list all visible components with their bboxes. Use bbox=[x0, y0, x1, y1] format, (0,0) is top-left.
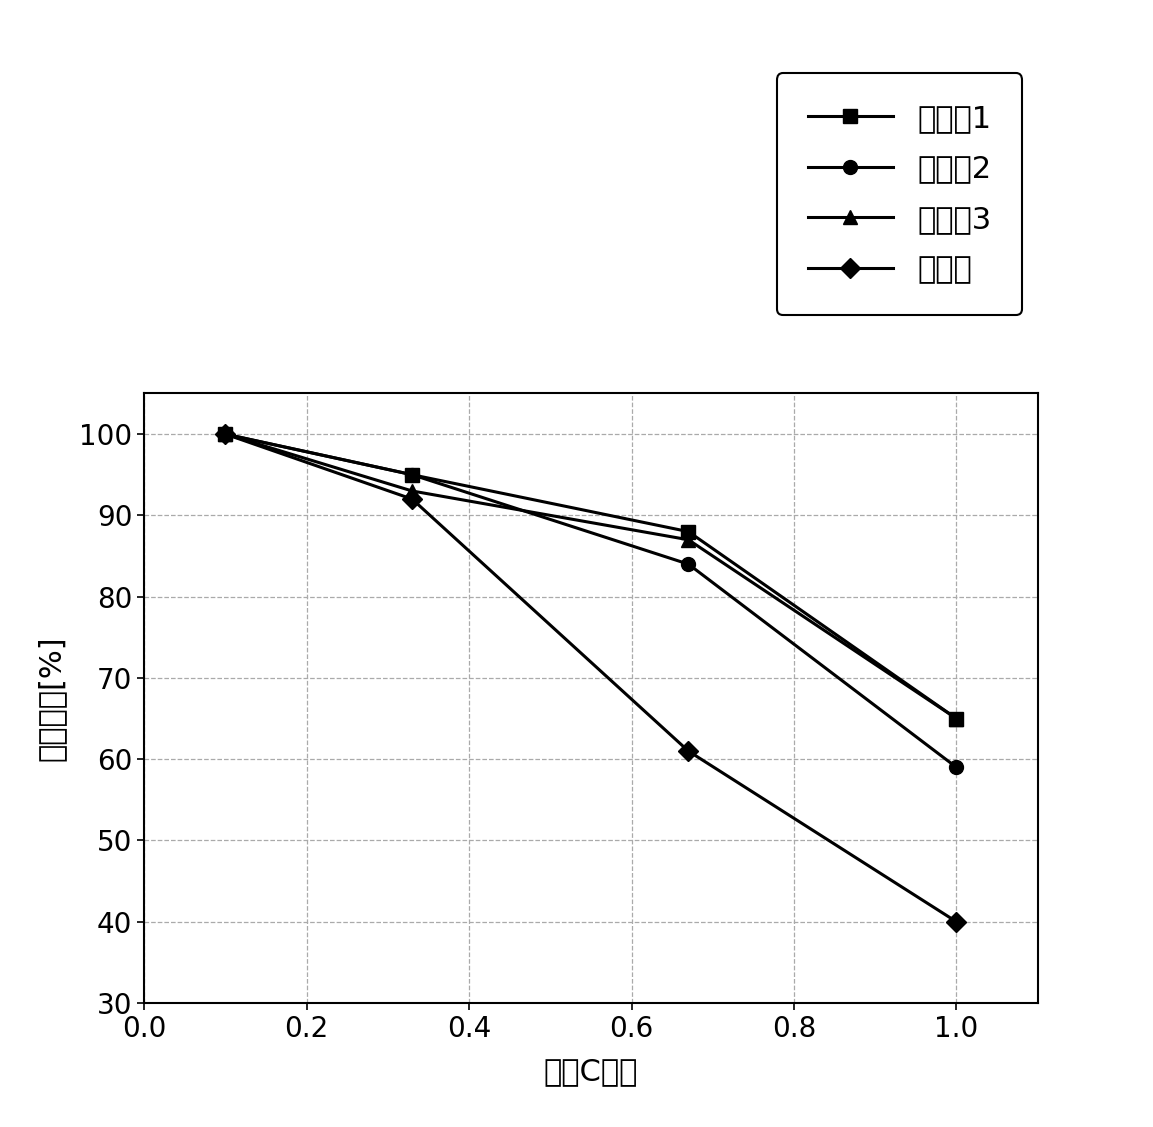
X-axis label: 放电C倍率: 放电C倍率 bbox=[544, 1057, 638, 1085]
实施例1 bbox=[950, 712, 964, 726]
Line: 比较例: 比较例 bbox=[218, 427, 964, 929]
实施例2 bbox=[950, 761, 964, 774]
比较例 bbox=[406, 492, 420, 506]
实施例1 bbox=[681, 525, 695, 539]
实施例2 bbox=[406, 468, 420, 481]
实施例2 bbox=[218, 427, 232, 441]
实施例1 bbox=[406, 468, 420, 481]
Line: 实施例3: 实施例3 bbox=[218, 427, 964, 726]
实施例3 bbox=[681, 533, 695, 547]
Line: 实施例1: 实施例1 bbox=[218, 427, 964, 726]
实施例3 bbox=[406, 485, 420, 498]
实施例1 bbox=[218, 427, 232, 441]
实施例2 bbox=[681, 558, 695, 571]
比较例 bbox=[950, 915, 964, 929]
比较例 bbox=[218, 427, 232, 441]
比较例 bbox=[681, 744, 695, 757]
Line: 实施例2: 实施例2 bbox=[218, 427, 964, 774]
Legend: 实施例1, 实施例2, 实施例3, 比较例: 实施例1, 实施例2, 实施例3, 比较例 bbox=[777, 73, 1023, 314]
Y-axis label: 放电容量[%]: 放电容量[%] bbox=[36, 636, 66, 761]
实施例3 bbox=[218, 427, 232, 441]
实施例3 bbox=[950, 712, 964, 726]
